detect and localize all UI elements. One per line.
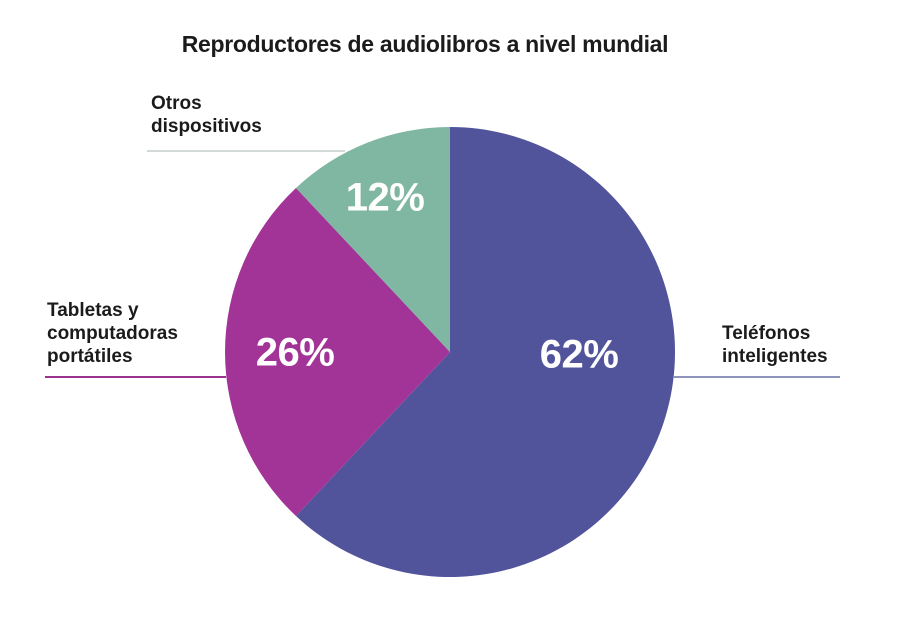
leader-line-tabletas-computadoras <box>45 376 226 378</box>
pie-slice-2 <box>295 127 450 352</box>
pie-slice-0 <box>295 127 676 577</box>
callout-label-tabletas-computadoras: Tabletas y computadoras portátiles <box>47 299 178 368</box>
callout-label-telefonos-inteligentes: Teléfonos inteligentes <box>722 322 828 368</box>
callout-label-line: Otros <box>151 93 202 114</box>
callout-label-line: inteligentes <box>722 346 828 367</box>
leader-line-otros-dispositivos <box>147 150 345 152</box>
callout-label-line: computadoras <box>47 323 178 344</box>
pie-slice-1 <box>225 187 450 517</box>
leader-line-telefonos-inteligentes <box>673 376 840 378</box>
chart-title: Reproductores de audiolibros a nivel mun… <box>181 31 669 57</box>
slice-value-label-tabletas: 26% <box>255 330 335 375</box>
callout-label-line: Teléfonos <box>722 323 811 344</box>
callout-label-line: dispositivos <box>151 116 262 137</box>
callout-label-otros-dispositivos: Otros dispositivos <box>151 92 262 138</box>
callout-label-line: portátiles <box>47 346 133 367</box>
callout-label-line: Tabletas y <box>47 300 139 321</box>
slice-value-label-telefonos: 62% <box>539 332 619 377</box>
slice-value-label-otros: 12% <box>345 175 425 220</box>
